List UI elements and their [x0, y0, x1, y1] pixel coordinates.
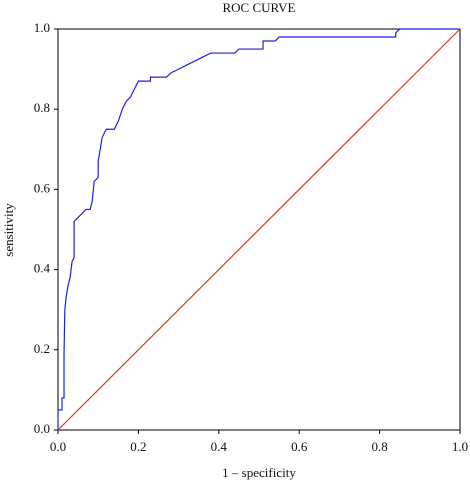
x-axis-label: 1 – specificity — [222, 465, 296, 480]
y-tick-label: 0.4 — [34, 261, 51, 276]
y-tick-label: 0.0 — [34, 421, 50, 436]
y-axis-label: sensitivity — [1, 203, 16, 257]
y-tick-label: 0.6 — [34, 180, 51, 195]
x-tick-label: 0.6 — [291, 439, 308, 454]
y-tick-label: 0.2 — [34, 341, 50, 356]
x-tick-label: 0.8 — [371, 439, 387, 454]
plot-frame — [57, 28, 461, 431]
roc-line — [57, 28, 460, 430]
x-tick-label: 0.4 — [211, 439, 228, 454]
x-tick-label: 1.0 — [452, 439, 468, 454]
roc-line — [57, 28, 461, 431]
y-tick-label: 0.8 — [34, 100, 50, 115]
chart-title: ROC CURVE — [223, 0, 296, 15]
y-tick-label: 1.0 — [34, 20, 50, 35]
x-tick-label: 0.0 — [50, 439, 66, 454]
x-tick-label: 0.2 — [130, 439, 146, 454]
